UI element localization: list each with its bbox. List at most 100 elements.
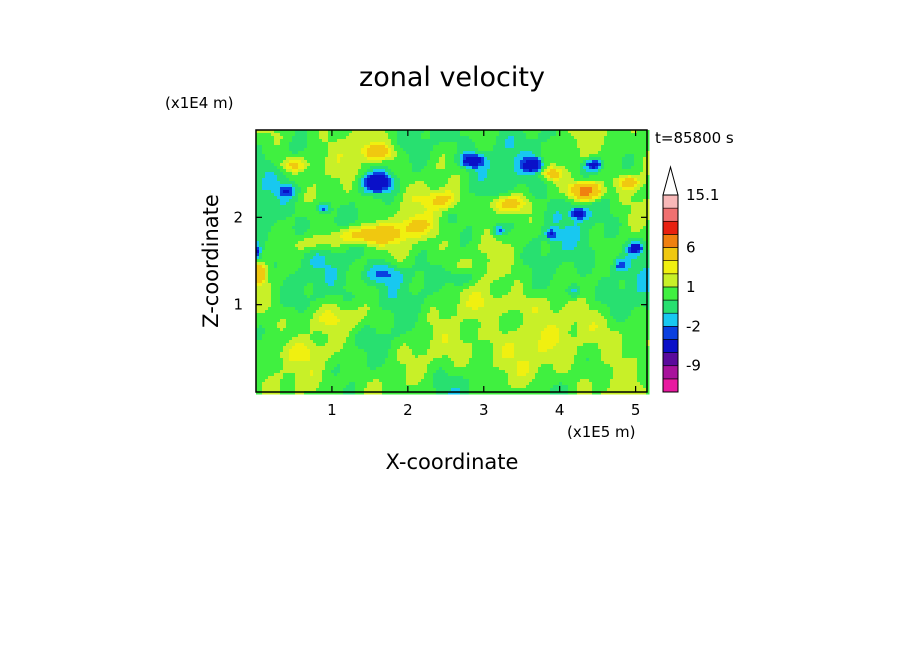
- heatmap-cell: [577, 205, 581, 209]
- heatmap-cell: [319, 175, 323, 179]
- heatmap-cell: [538, 163, 542, 167]
- heatmap-cell: [622, 178, 626, 182]
- heatmap-cell: [493, 160, 497, 164]
- heatmap-cell: [361, 148, 365, 152]
- heatmap-cell: [574, 139, 578, 143]
- heatmap-cell: [454, 223, 458, 227]
- heatmap-cell: [559, 208, 563, 212]
- heatmap-cell: [616, 208, 620, 212]
- heatmap-cell: [568, 133, 572, 137]
- heatmap-cell: [592, 178, 596, 182]
- heatmap-cell: [517, 154, 521, 158]
- heatmap-cell: [610, 238, 614, 242]
- heatmap-cell: [580, 208, 584, 212]
- heatmap-cell: [604, 187, 608, 191]
- heatmap-cell: [436, 172, 440, 176]
- heatmap-cell: [424, 175, 428, 179]
- heatmap-cell: [613, 208, 617, 212]
- heatmap-cell: [601, 178, 605, 182]
- heatmap-cell: [286, 175, 290, 179]
- heatmap-cell: [439, 202, 443, 206]
- heatmap-cell: [304, 190, 308, 194]
- heatmap-cell: [556, 145, 560, 149]
- heatmap-cell: [613, 175, 617, 179]
- heatmap-cell: [337, 238, 341, 242]
- heatmap-cell: [295, 220, 299, 224]
- heatmap-cell: [565, 148, 569, 152]
- heatmap-cell: [259, 157, 263, 161]
- heatmap-cell: [373, 136, 377, 140]
- heatmap-cell: [262, 190, 266, 194]
- heatmap-cell: [334, 232, 338, 236]
- heatmap-cell: [343, 139, 347, 143]
- heatmap-cell: [472, 142, 476, 146]
- heatmap-cell: [511, 187, 515, 191]
- heatmap-cell: [442, 163, 446, 167]
- heatmap-cell: [406, 193, 410, 197]
- heatmap-cell: [562, 205, 566, 209]
- heatmap-cell: [502, 238, 506, 242]
- heatmap-cell: [292, 208, 296, 212]
- heatmap-cell: [550, 133, 554, 137]
- heatmap-cell: [463, 133, 467, 137]
- heatmap-cell: [442, 235, 446, 239]
- heatmap-cell: [310, 235, 314, 239]
- heatmap-cell: [433, 142, 437, 146]
- heatmap-cell: [391, 166, 395, 170]
- heatmap-cell: [613, 172, 617, 176]
- heatmap-cell: [463, 142, 467, 146]
- heatmap-cell: [520, 133, 524, 137]
- heatmap-cell: [607, 148, 611, 152]
- heatmap-cell: [292, 184, 296, 188]
- heatmap-cell: [322, 241, 326, 245]
- heatmap-cell: [520, 220, 524, 224]
- heatmap-cell: [385, 181, 389, 185]
- heatmap-cell: [265, 211, 269, 215]
- heatmap-cell: [550, 184, 554, 188]
- heatmap-cell: [409, 181, 413, 185]
- heatmap-cell: [361, 190, 365, 194]
- heatmap-cell: [445, 172, 449, 176]
- heatmap-cell: [451, 166, 455, 170]
- heatmap-cell: [358, 217, 362, 221]
- heatmap-cell: [274, 244, 278, 248]
- heatmap-cell: [613, 133, 617, 137]
- heatmap-cell: [580, 160, 584, 164]
- heatmap-cell: [586, 235, 590, 239]
- heatmap-cell: [571, 184, 575, 188]
- heatmap-cell: [259, 142, 263, 146]
- heatmap-cell: [394, 232, 398, 236]
- heatmap-cell: [541, 193, 545, 197]
- heatmap-cell: [325, 205, 329, 209]
- heatmap-cell: [580, 223, 584, 227]
- heatmap-cell: [385, 199, 389, 203]
- heatmap-cell: [271, 151, 275, 155]
- heatmap-cell: [460, 154, 464, 158]
- heatmap-cell: [610, 178, 614, 182]
- heatmap-cell: [271, 217, 275, 221]
- heatmap-cell: [526, 199, 530, 203]
- heatmap-cell: [331, 238, 335, 242]
- heatmap-cell: [601, 241, 605, 245]
- heatmap-cell: [445, 202, 449, 206]
- heatmap-cell: [319, 235, 323, 239]
- heatmap-cell: [484, 175, 488, 179]
- heatmap-cell: [259, 148, 263, 152]
- heatmap-cell: [589, 136, 593, 140]
- heatmap-cell: [358, 235, 362, 239]
- heatmap-cell: [346, 139, 350, 143]
- heatmap-cell: [343, 229, 347, 233]
- heatmap-cell: [358, 172, 362, 176]
- heatmap-cell: [622, 169, 626, 173]
- heatmap-cell: [361, 139, 365, 143]
- heatmap-cell: [433, 172, 437, 176]
- heatmap-cell: [466, 193, 470, 197]
- heatmap-cell: [304, 238, 308, 242]
- heatmap-cell: [565, 145, 569, 149]
- heatmap-cell: [490, 193, 494, 197]
- heatmap-cell: [628, 217, 632, 221]
- heatmap-cell: [427, 220, 431, 224]
- heatmap-cell: [463, 187, 467, 191]
- heatmap-cell: [433, 241, 437, 245]
- heatmap-cell: [397, 241, 401, 245]
